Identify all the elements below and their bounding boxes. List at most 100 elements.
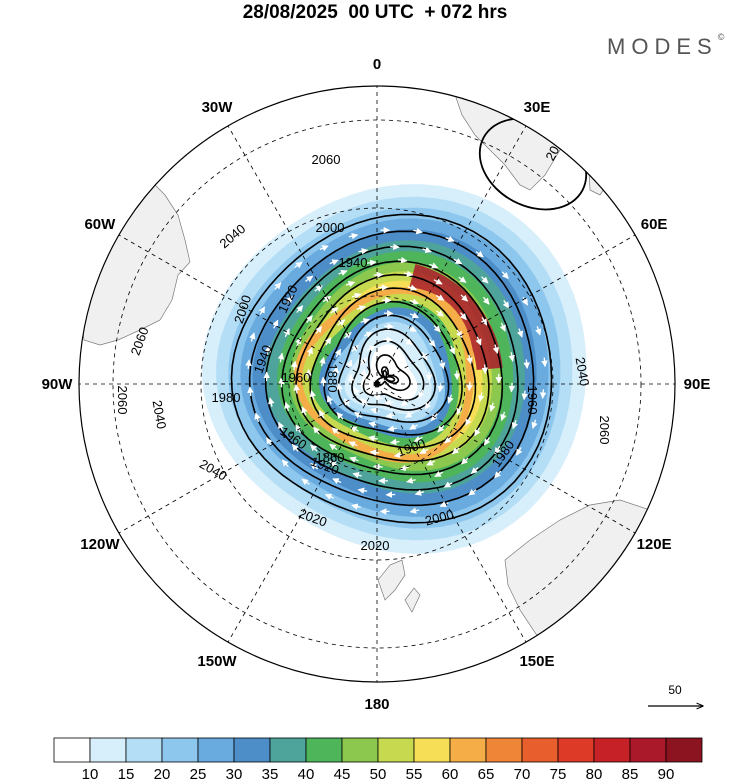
colorbar-swatch <box>665 737 703 763</box>
wind-arrow <box>515 447 523 456</box>
colorbar-label: 85 <box>622 766 639 782</box>
colorbar-label: 50 <box>370 766 387 782</box>
wind-arrow <box>354 411 363 419</box>
wind-arrow <box>349 456 359 463</box>
contour-label-text: 1960 <box>525 386 540 415</box>
wind-arrow <box>489 402 496 412</box>
wind-arrow <box>351 344 359 353</box>
wind-arrow <box>384 323 394 330</box>
wind-arrow <box>397 256 408 264</box>
latitude-circle <box>200 207 554 561</box>
wind-arrow <box>456 329 463 338</box>
wind-arrow <box>494 470 502 479</box>
map-border <box>78 85 676 683</box>
colorbar-swatch <box>593 737 631 763</box>
contour-label: 2000 <box>423 507 455 529</box>
wind-arrow <box>318 409 326 419</box>
wind-arrow <box>429 262 439 269</box>
wind-arrow <box>367 345 377 352</box>
contour-label: 2060 <box>597 416 612 445</box>
colorbar-swatch <box>485 737 523 763</box>
wind-arrow <box>385 412 396 419</box>
contour-2 <box>265 245 519 491</box>
wind-arrow <box>315 325 323 334</box>
wind-arrow <box>418 389 425 399</box>
contour-label: 1960 <box>282 370 311 385</box>
colorbar-label: 30 <box>226 766 243 782</box>
contour-label-text: 1940 <box>339 255 368 270</box>
wind-arrow <box>539 389 547 399</box>
colorbar-swatch <box>521 737 559 763</box>
colorbar-label: 40 <box>298 766 315 782</box>
colorbar-label: 45 <box>334 766 351 782</box>
wind-arrow <box>337 319 346 326</box>
meridian-line <box>118 234 378 385</box>
wind-arrow <box>351 503 361 510</box>
colorbar-swatch <box>53 737 91 763</box>
south-pole <box>374 381 380 387</box>
wind-arrow <box>437 382 444 393</box>
wind-arrow <box>393 451 404 459</box>
wind-arrow <box>435 310 444 317</box>
wind-arrow <box>521 390 528 401</box>
contour-label-text: 1880 <box>325 364 340 393</box>
wind-arrow <box>439 359 446 370</box>
wind-arrow <box>508 382 516 393</box>
wind-arrow <box>468 488 477 496</box>
wind-arrow <box>541 357 548 368</box>
wind-arrow <box>294 261 303 269</box>
wind-arrow <box>466 354 473 365</box>
contour-label: 2060 <box>312 152 341 167</box>
wind-arrow <box>413 435 423 442</box>
wind-arrow <box>352 472 362 479</box>
reference-vector-label: 50 <box>668 683 682 697</box>
wind-arrow <box>521 296 529 306</box>
colorbar-swatch <box>449 737 487 763</box>
meridian-line <box>118 383 378 534</box>
brand-copyright-mark: © <box>717 32 725 42</box>
wind-arrow <box>360 368 367 379</box>
brand-name: MODES <box>607 34 718 59</box>
contour-label-text: 1960 <box>282 370 311 385</box>
wind-arrow <box>353 386 360 396</box>
wind-arrow <box>334 348 342 358</box>
longitude-label: 150W <box>197 653 237 670</box>
wind-arrow <box>324 493 334 500</box>
wind-arrow <box>483 437 491 446</box>
wind-arrow <box>414 489 425 496</box>
wind-arrow <box>389 438 400 446</box>
longitude-label: 90W <box>42 376 74 393</box>
wind-arrow <box>305 368 312 379</box>
wind-arrow <box>286 296 293 304</box>
wind-arrow <box>434 470 444 478</box>
wind-arrow <box>508 352 515 362</box>
colorbar-label: 25 <box>190 766 207 782</box>
wind-arrow <box>456 406 463 416</box>
wind-arrow <box>501 271 509 279</box>
wind-arrow <box>329 460 339 468</box>
wind-arrow <box>502 300 510 309</box>
wind-arrow <box>360 318 370 325</box>
colorbar-swatch <box>233 737 271 763</box>
wind-arrow <box>295 424 302 433</box>
wind-arrow <box>482 296 490 305</box>
contour-label: 2020 <box>361 538 390 553</box>
wind-arrow <box>460 294 469 302</box>
colorbar-label: 75 <box>550 766 567 782</box>
colorbar-swatch <box>341 737 379 763</box>
colorbar-swatch <box>413 737 451 763</box>
graticule <box>79 86 675 682</box>
wind-arrow <box>531 419 538 429</box>
wind-arrow <box>409 507 420 514</box>
latitude-circle <box>112 119 642 649</box>
longitude-label: 30W <box>202 99 234 116</box>
colorbar-swatch <box>269 737 307 763</box>
longitude-label: 120E <box>637 536 672 553</box>
wind-arrow <box>406 477 416 484</box>
wind-arrow <box>511 419 518 430</box>
meridian-line <box>227 383 378 643</box>
brand-logo: MODES© <box>607 32 725 60</box>
wind-arrow <box>426 459 436 466</box>
wind-arrow <box>444 436 452 444</box>
